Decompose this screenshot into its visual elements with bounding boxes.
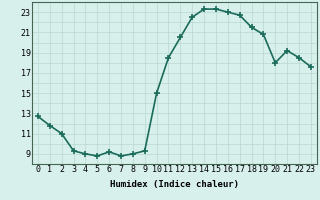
X-axis label: Humidex (Indice chaleur): Humidex (Indice chaleur) (110, 180, 239, 189)
